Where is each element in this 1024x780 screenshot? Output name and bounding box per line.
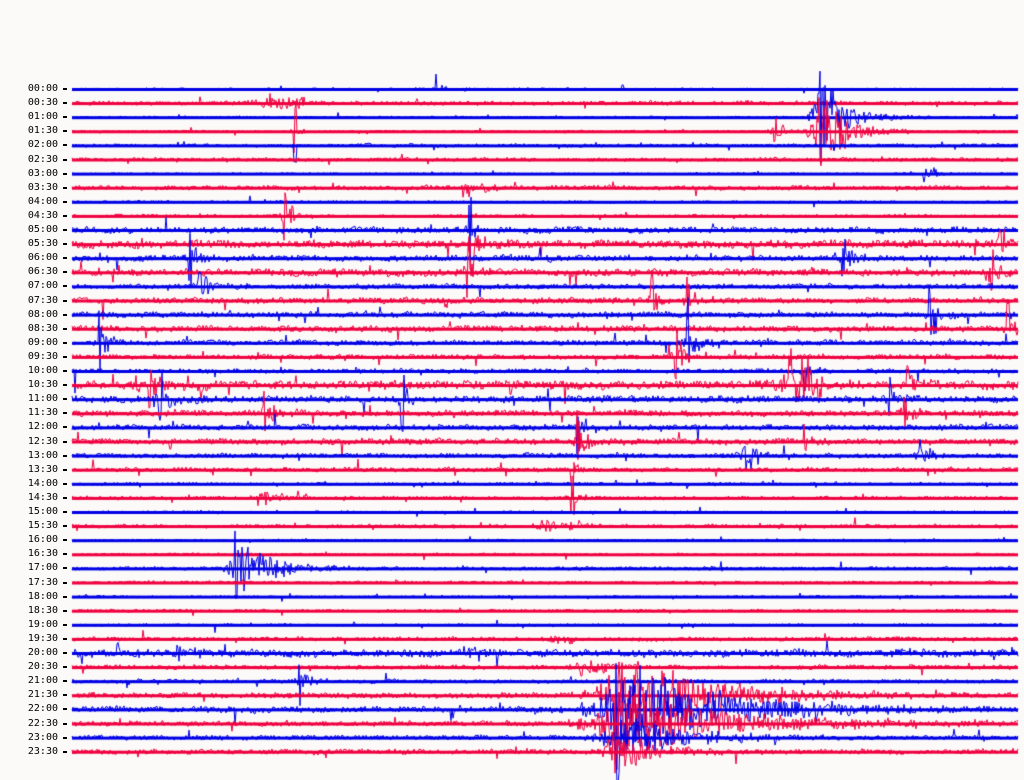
helicorder-plot: Ancient Plevron, Mesologgi Applied filte…	[0, 0, 1024, 780]
seismogram-traces	[0, 0, 1024, 780]
